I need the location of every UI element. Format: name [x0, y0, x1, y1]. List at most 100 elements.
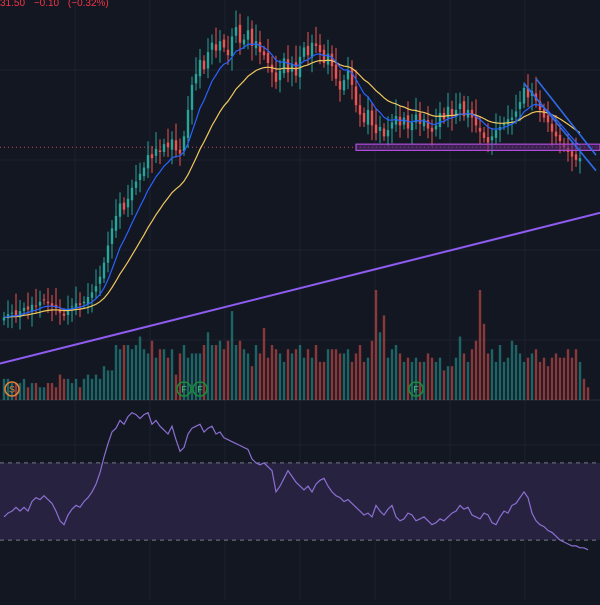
candle-body[interactable]: [482, 132, 486, 138]
candle-body[interactable]: [270, 64, 274, 73]
candle-body[interactable]: [474, 116, 478, 126]
candle-body[interactable]: [18, 311, 22, 318]
candle-body[interactable]: [234, 27, 238, 36]
candle-body[interactable]: [462, 101, 466, 117]
candle-body[interactable]: [202, 60, 206, 70]
candle-body[interactable]: [338, 80, 342, 90]
candle-body[interactable]: [170, 139, 174, 150]
candle-body[interactable]: [438, 112, 442, 127]
candle-body[interactable]: [402, 117, 406, 125]
candle-body[interactable]: [110, 228, 114, 244]
candle-body[interactable]: [558, 134, 562, 142]
candle-body[interactable]: [106, 245, 110, 263]
candle-body[interactable]: [130, 187, 134, 201]
candle-body[interactable]: [358, 105, 362, 115]
candle-body[interactable]: [78, 303, 82, 305]
candle-body[interactable]: [2, 317, 6, 321]
candle-body[interactable]: [10, 312, 14, 314]
candle-body[interactable]: [222, 39, 226, 48]
candle-body[interactable]: [446, 106, 450, 118]
candle-body[interactable]: [102, 262, 106, 279]
candle-body[interactable]: [134, 181, 138, 188]
candle-body[interactable]: [86, 297, 90, 305]
candle-body[interactable]: [146, 155, 150, 169]
candle-body[interactable]: [230, 36, 234, 57]
candle-body[interactable]: [198, 59, 202, 77]
candle-body[interactable]: [282, 58, 286, 74]
price-pane[interactable]: [0, 10, 600, 365]
candle-body[interactable]: [522, 88, 526, 104]
candle-body[interactable]: [214, 44, 218, 51]
candle-body[interactable]: [410, 122, 414, 131]
candle-body[interactable]: [414, 114, 418, 123]
candle-body[interactable]: [274, 72, 278, 82]
candle-body[interactable]: [310, 42, 314, 58]
candle-body[interactable]: [514, 111, 518, 117]
candle-body[interactable]: [262, 51, 266, 56]
candle-body[interactable]: [162, 144, 166, 152]
candle-body[interactable]: [486, 137, 490, 143]
candle-body[interactable]: [342, 80, 346, 91]
candle-body[interactable]: [422, 119, 426, 127]
candle-body[interactable]: [158, 150, 162, 152]
candle-body[interactable]: [374, 124, 378, 134]
candle-body[interactable]: [66, 309, 70, 315]
candle-body[interactable]: [242, 39, 246, 45]
candle-body[interactable]: [150, 154, 154, 159]
descending-trendline[interactable]: [535, 78, 597, 156]
candle-body[interactable]: [302, 47, 306, 57]
candle-body[interactable]: [114, 215, 118, 231]
candle-body[interactable]: [298, 56, 302, 78]
candle-body[interactable]: [174, 140, 178, 151]
candle-body[interactable]: [550, 123, 554, 132]
candle-body[interactable]: [210, 42, 214, 50]
candle-body[interactable]: [546, 115, 550, 123]
candle-body[interactable]: [118, 203, 122, 217]
candle-body[interactable]: [178, 149, 182, 154]
candle-body[interactable]: [434, 125, 438, 130]
candle-body[interactable]: [526, 88, 530, 98]
candle-body[interactable]: [458, 103, 462, 110]
candle-body[interactable]: [346, 70, 350, 80]
candle-body[interactable]: [186, 109, 190, 138]
candle-body[interactable]: [62, 313, 66, 316]
candle-body[interactable]: [206, 52, 210, 69]
candle-body[interactable]: [154, 148, 158, 156]
candle-body[interactable]: [194, 73, 198, 84]
candle-body[interactable]: [554, 131, 558, 137]
candle-body[interactable]: [30, 304, 34, 312]
candle-body[interactable]: [494, 130, 498, 138]
candle-body[interactable]: [58, 310, 62, 313]
candle-body[interactable]: [74, 303, 78, 308]
candle-body[interactable]: [42, 299, 46, 301]
candle-body[interactable]: [326, 53, 330, 65]
candle-body[interactable]: [182, 136, 186, 152]
candle-body[interactable]: [238, 24, 242, 43]
candle-body[interactable]: [518, 102, 522, 110]
candle-body[interactable]: [390, 122, 394, 129]
candle-body[interactable]: [254, 41, 258, 49]
candle-body[interactable]: [218, 41, 222, 51]
candle-body[interactable]: [386, 130, 390, 137]
candle-body[interactable]: [578, 158, 582, 162]
candle-body[interactable]: [490, 136, 494, 141]
candle-body[interactable]: [250, 28, 254, 46]
candle-body[interactable]: [450, 109, 454, 117]
candle-body[interactable]: [14, 310, 18, 316]
support-zone-box[interactable]: [355, 143, 600, 152]
candle-body[interactable]: [70, 306, 74, 308]
candle-body[interactable]: [34, 305, 38, 307]
candle-body[interactable]: [38, 301, 42, 306]
candle-body[interactable]: [478, 127, 482, 132]
candle-body[interactable]: [246, 30, 250, 40]
candle-body[interactable]: [506, 119, 510, 125]
rsi-pane[interactable]: [0, 411, 600, 551]
candle-body[interactable]: [50, 303, 54, 307]
event-marker-f[interactable]: F: [408, 381, 424, 397]
candle-body[interactable]: [362, 112, 366, 123]
candle-body[interactable]: [366, 109, 370, 125]
candle-body[interactable]: [322, 49, 326, 64]
candle-body[interactable]: [574, 154, 578, 160]
